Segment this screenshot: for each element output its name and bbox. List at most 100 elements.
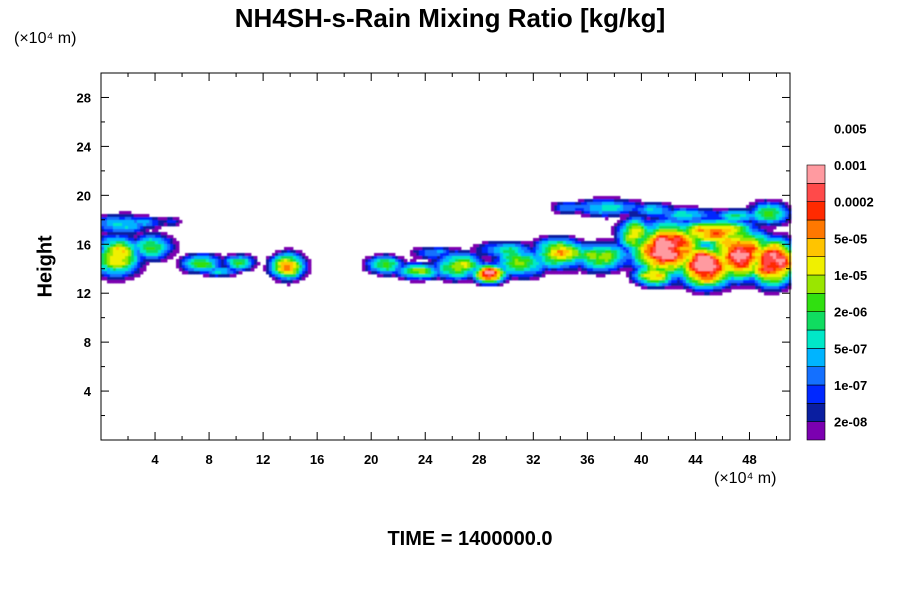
contour-cell xyxy=(779,274,783,278)
contour-cell xyxy=(407,271,411,275)
contour-cell xyxy=(140,235,144,239)
contour-cell xyxy=(782,253,786,257)
contour-cell xyxy=(689,277,693,281)
contour-cell xyxy=(668,202,672,206)
contour-cell xyxy=(611,199,615,203)
contour-cell xyxy=(542,247,546,251)
contour-cell xyxy=(539,262,543,266)
contour-cell xyxy=(746,217,750,221)
contour-cell xyxy=(680,247,684,251)
contour-cell xyxy=(635,265,639,269)
contour-cell xyxy=(758,268,762,272)
contour-cell xyxy=(116,220,120,224)
contour-cell xyxy=(632,271,636,275)
contour-cell xyxy=(503,256,507,260)
contour-cell xyxy=(656,232,660,236)
contour-cell xyxy=(719,247,723,251)
contour-cell xyxy=(491,265,495,269)
contour-cell xyxy=(122,241,126,245)
contour-cell xyxy=(743,253,747,257)
contour-cell xyxy=(599,241,603,245)
contour-cell xyxy=(719,250,723,254)
contour-cell xyxy=(137,274,141,278)
contour-cell xyxy=(143,235,147,239)
contour-cell xyxy=(116,271,120,275)
contour-cell xyxy=(173,241,177,245)
contour-cell xyxy=(716,292,720,296)
contour-cell xyxy=(698,214,702,218)
contour-cell xyxy=(419,265,423,269)
contour-cell xyxy=(206,268,210,272)
contour-cell xyxy=(122,235,126,239)
contour-cell xyxy=(272,259,276,263)
contour-cell xyxy=(140,244,144,248)
contour-cell xyxy=(677,229,681,233)
contour-cell xyxy=(719,271,723,275)
colorbar-swatch xyxy=(806,201,826,221)
contour-cell xyxy=(785,232,789,236)
contour-cell xyxy=(563,205,567,209)
contour-cell xyxy=(614,235,618,239)
contour-cell xyxy=(638,274,642,278)
contour-cell xyxy=(626,226,630,230)
contour-cell xyxy=(737,214,741,218)
contour-cell xyxy=(695,274,699,278)
contour-cell xyxy=(782,208,786,212)
contour-cell xyxy=(659,259,663,263)
contour-cell xyxy=(614,199,618,203)
contour-cell xyxy=(236,259,240,263)
contour-cell xyxy=(695,220,699,224)
contour-cell xyxy=(104,265,108,269)
contour-cell xyxy=(296,274,300,278)
contour-cell xyxy=(755,271,759,275)
contour-cell xyxy=(185,268,189,272)
contour-cell xyxy=(107,229,111,233)
contour-cell xyxy=(137,223,141,227)
contour-cell xyxy=(176,262,180,266)
contour-cell xyxy=(623,220,627,224)
contour-cell xyxy=(107,259,111,263)
contour-cell xyxy=(146,253,150,257)
contour-cell xyxy=(413,268,417,272)
contour-cell xyxy=(266,271,270,275)
contour-cell xyxy=(710,208,714,212)
contour-cell xyxy=(230,268,234,272)
contour-cell xyxy=(671,265,675,269)
contour-cell xyxy=(713,256,717,260)
contour-cell xyxy=(452,253,456,257)
contour-cell xyxy=(713,235,717,239)
contour-cell xyxy=(593,265,597,269)
contour-cell xyxy=(533,262,537,266)
contour-cell xyxy=(467,280,471,284)
contour-cell xyxy=(629,223,633,227)
contour-cell xyxy=(587,265,591,269)
contour-cell xyxy=(662,217,666,221)
contour-cell xyxy=(443,268,447,272)
contour-cell xyxy=(566,205,570,209)
contour-cell xyxy=(254,259,258,263)
contour-cell xyxy=(530,268,534,272)
contour-cell xyxy=(761,268,765,272)
contour-cell xyxy=(629,211,633,215)
contour-cell xyxy=(233,262,237,266)
contour-cell xyxy=(644,280,648,284)
contour-cell xyxy=(485,283,489,287)
contour-cell xyxy=(368,259,372,263)
contour-cell xyxy=(185,262,189,266)
contour-cell xyxy=(674,247,678,251)
contour-cell xyxy=(470,247,474,251)
contour-cell xyxy=(572,244,576,248)
contour-cell xyxy=(197,256,201,260)
contour-cell xyxy=(101,274,105,278)
colorbar-swatch xyxy=(806,384,826,404)
contour-cell xyxy=(770,202,774,206)
contour-cell xyxy=(401,271,405,275)
contour-cell xyxy=(752,247,756,251)
contour-cell xyxy=(764,292,768,296)
contour-cell xyxy=(299,250,303,254)
contour-cell xyxy=(461,256,465,260)
contour-cell xyxy=(731,226,735,230)
contour-cell xyxy=(767,289,771,293)
contour-cell xyxy=(650,271,654,275)
contour-cell xyxy=(416,253,420,257)
